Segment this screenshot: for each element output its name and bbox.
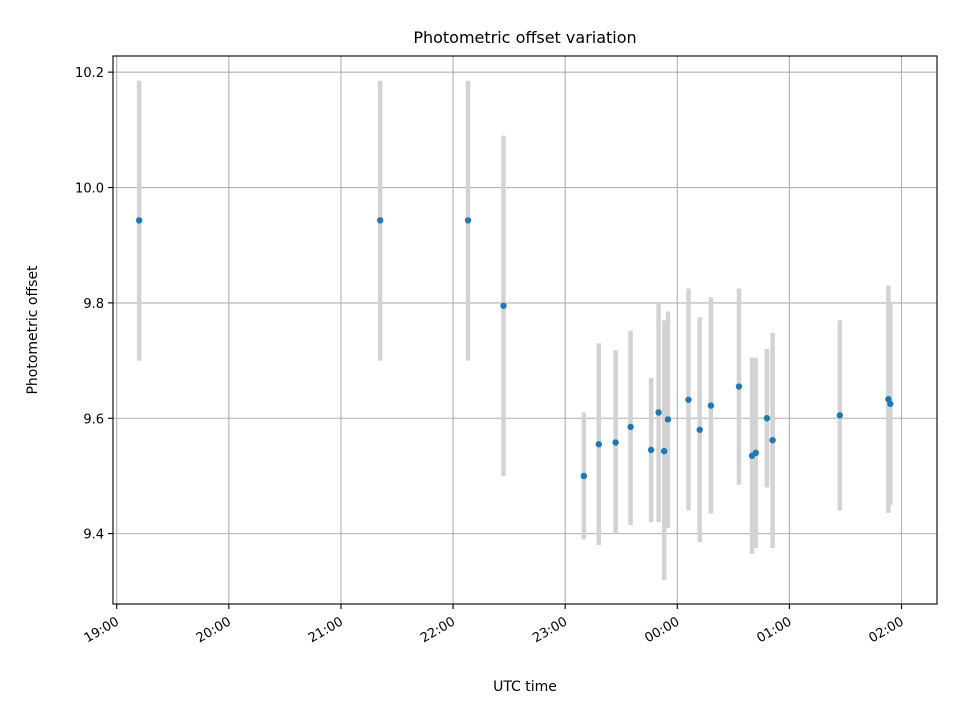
x-tick-label: 22:00 — [418, 614, 458, 646]
data-point — [655, 409, 662, 416]
chart-title: Photometric offset variation — [413, 28, 636, 47]
x-tick-label: 01:00 — [754, 614, 794, 646]
x-tick-label: 20:00 — [194, 614, 234, 646]
y-axis-label: Photometric offset — [25, 265, 41, 395]
y-tick-label: 10.0 — [75, 182, 104, 197]
y-tick-label: 9.4 — [83, 528, 104, 543]
data-point — [595, 441, 603, 448]
data-point — [612, 439, 619, 446]
data-point — [627, 423, 634, 431]
data-point — [707, 402, 715, 409]
data-point — [647, 446, 655, 454]
x-axis-ticks: 19:00 20:00 21:00 22:00 23:00 00:00 01:00 02:00 — [82, 604, 907, 646]
data-point — [887, 400, 894, 408]
x-tick-label: 00:00 — [642, 614, 682, 646]
data-point — [664, 416, 672, 423]
data-point — [661, 447, 668, 455]
data-point — [685, 396, 692, 403]
data-point — [696, 426, 703, 433]
data-point — [464, 217, 472, 224]
data-point — [752, 449, 759, 457]
x-tick-label: 02:00 — [867, 614, 907, 646]
y-tick-label: 9.6 — [83, 412, 104, 427]
data-point — [135, 217, 143, 224]
x-tick-label: 21:00 — [306, 614, 346, 646]
data-point — [376, 217, 384, 224]
y-tick-label: 9.8 — [83, 297, 104, 312]
data-point — [500, 302, 507, 309]
y-tick-label: 10.2 — [75, 66, 104, 81]
data-point — [836, 412, 844, 419]
error-bars — [136, 80, 893, 580]
x-tick-label: 23:00 — [530, 614, 570, 646]
data-point — [735, 383, 743, 390]
x-tick-label: 19:00 — [82, 614, 122, 646]
data-point — [769, 436, 776, 444]
y-axis-ticks: 9.4 9.6 9.8 10.0 10.2 — [75, 66, 113, 543]
data-point — [580, 472, 588, 480]
data-point — [763, 415, 771, 422]
plot-frame — [112, 55, 938, 605]
x-axis-label: UTC time — [493, 679, 557, 695]
data-points — [135, 217, 894, 480]
grid-lines — [113, 56, 937, 604]
